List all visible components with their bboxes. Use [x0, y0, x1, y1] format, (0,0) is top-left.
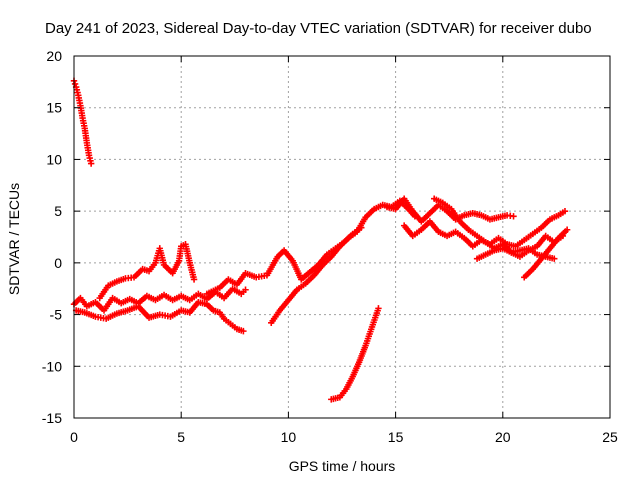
tick-labels: 0 5 10 15 20 25 -15 -10 -5 0 5 10 15 20 — [42, 48, 618, 445]
data-point — [71, 80, 79, 88]
y-tick-label: -15 — [42, 410, 62, 426]
data-marks — [70, 77, 571, 403]
data-point — [375, 305, 382, 312]
y-tick-label: -10 — [42, 358, 62, 374]
y-tick-label: 15 — [46, 100, 62, 116]
y-tick-label: 10 — [46, 151, 62, 167]
data-point — [242, 286, 249, 293]
data-point — [87, 160, 95, 167]
series-arc-3 — [72, 298, 247, 335]
chart-title: Day 241 of 2023, Sidereal Day-to-day VTE… — [45, 20, 592, 37]
series-arc-1 — [70, 77, 95, 167]
x-tick-label: 25 — [602, 429, 618, 445]
y-tick-label: 5 — [54, 203, 62, 219]
x-tick-label: 15 — [388, 429, 404, 445]
data-point — [561, 207, 569, 215]
y-tick-label: 20 — [46, 48, 62, 64]
data-point — [510, 213, 517, 220]
series-arc-11 — [473, 245, 558, 262]
x-tick-label: 0 — [70, 429, 78, 445]
axes — [73, 55, 611, 419]
series-arc-12 — [521, 226, 571, 281]
data-point — [551, 255, 558, 262]
y-tick-label: 0 — [54, 255, 62, 271]
y-tick-label: -5 — [50, 307, 63, 323]
plot-frame — [73, 55, 611, 419]
x-axis-label: GPS time / hours — [289, 458, 396, 474]
grid-lines — [74, 56, 610, 418]
series-arc-4 — [96, 241, 198, 302]
x-tick-label: 5 — [177, 429, 185, 445]
data-point — [563, 226, 571, 233]
data-point — [190, 276, 198, 283]
data-point — [240, 327, 247, 335]
x-tick-label: 20 — [495, 429, 511, 445]
series-arc-7 — [328, 305, 382, 403]
x-tick-label: 10 — [281, 429, 297, 445]
series-arc-5 — [203, 224, 365, 298]
series-arc-2 — [70, 285, 249, 314]
tick-marks — [73, 55, 611, 419]
y-axis-label: SDTVAR / TECUs — [6, 183, 22, 295]
series-arc-8 — [383, 195, 517, 225]
